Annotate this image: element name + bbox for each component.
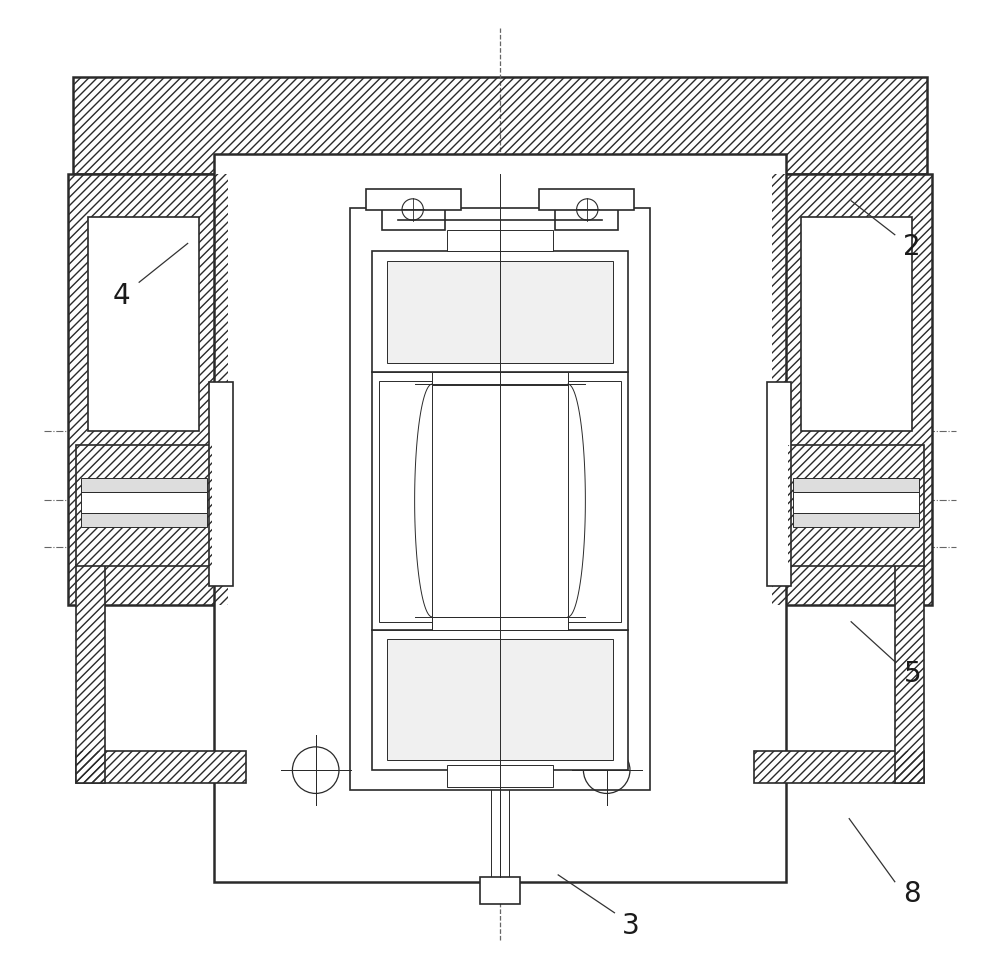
Bar (539, 190, 634, 211)
Bar (432, 373, 568, 386)
Bar (895, 565, 924, 783)
Bar (772, 174, 932, 606)
Bar (793, 492, 919, 514)
Bar (754, 751, 924, 783)
Bar (366, 190, 461, 211)
Bar (68, 174, 228, 606)
Bar (372, 630, 628, 770)
Bar (788, 446, 924, 567)
Bar (772, 174, 932, 606)
Bar (379, 382, 432, 622)
Bar (372, 252, 628, 373)
Text: 5: 5 (903, 660, 921, 687)
Bar (81, 492, 207, 514)
Bar (209, 383, 233, 586)
Bar (350, 208, 650, 790)
Bar (480, 877, 520, 904)
Bar (372, 373, 628, 630)
Bar (387, 262, 613, 363)
Bar (801, 218, 912, 431)
Bar (555, 206, 618, 231)
Bar (568, 382, 621, 622)
Text: 8: 8 (903, 880, 921, 907)
Bar (76, 565, 105, 783)
Bar (382, 206, 445, 231)
Text: 3: 3 (622, 912, 640, 939)
Bar (76, 565, 105, 783)
Bar (788, 446, 924, 567)
Bar (76, 446, 212, 567)
Bar (88, 218, 199, 431)
Text: 4: 4 (113, 282, 131, 309)
Bar (73, 78, 927, 174)
Bar (76, 751, 246, 783)
Bar (793, 514, 919, 527)
Bar (895, 565, 924, 783)
Text: 2: 2 (903, 234, 921, 261)
Bar (793, 479, 919, 492)
Bar (447, 231, 553, 252)
Bar (432, 617, 568, 630)
Bar (68, 174, 228, 606)
Bar (76, 751, 246, 783)
Bar (214, 155, 786, 882)
Bar (447, 766, 553, 787)
Bar (767, 383, 791, 586)
Bar (387, 640, 613, 761)
Bar (81, 479, 207, 492)
Bar (76, 446, 212, 567)
Bar (754, 751, 924, 783)
Bar (81, 514, 207, 527)
Bar (73, 78, 927, 174)
